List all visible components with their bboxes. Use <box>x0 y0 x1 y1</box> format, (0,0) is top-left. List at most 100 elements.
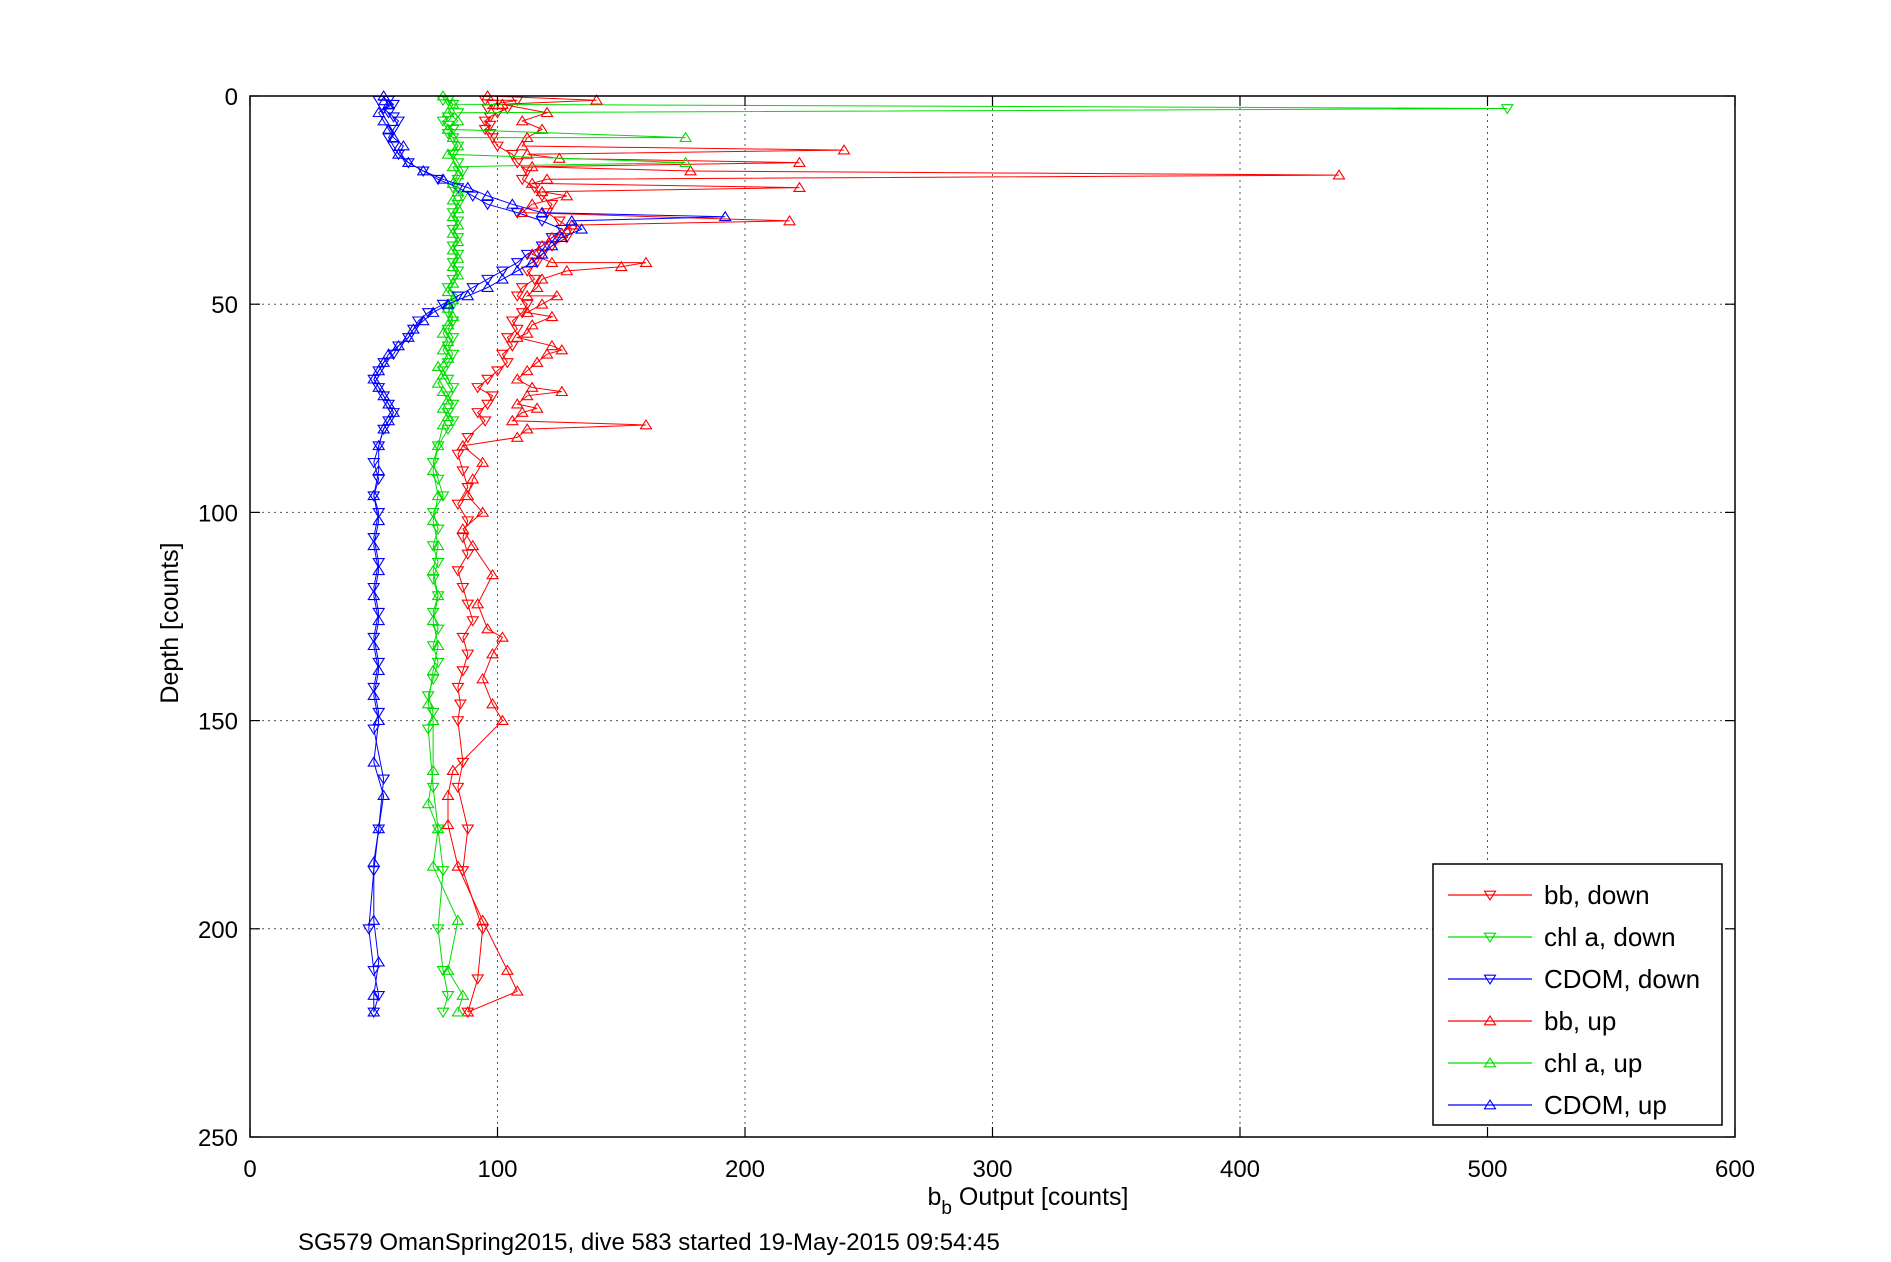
data-point <box>1500 104 1514 115</box>
legend-item: CDOM, down <box>1448 964 1700 994</box>
data-point <box>505 149 519 161</box>
data-point <box>535 206 549 217</box>
data-point <box>426 306 440 317</box>
data-point <box>426 607 440 619</box>
data-point <box>441 818 455 830</box>
data-point <box>555 231 569 242</box>
data-point <box>436 966 450 977</box>
x-tick-label: 300 <box>972 1156 1012 1183</box>
data-point <box>451 219 465 230</box>
data-point <box>436 866 450 877</box>
data-point <box>461 1006 475 1017</box>
data-point <box>535 123 549 134</box>
data-point <box>372 381 386 392</box>
data-point <box>431 557 445 569</box>
y-tick-label: 150 <box>198 709 238 736</box>
data-point <box>436 366 450 377</box>
series-chl-a-up <box>421 90 693 1017</box>
data-point <box>446 333 460 344</box>
data-point <box>525 177 539 188</box>
data-point <box>372 557 386 569</box>
data-point <box>456 439 470 451</box>
data-point <box>456 523 470 534</box>
data-point <box>476 924 490 935</box>
data-point <box>446 258 460 269</box>
data-point <box>535 216 549 227</box>
data-point <box>441 352 455 363</box>
data-point <box>441 298 455 309</box>
data-point <box>387 408 401 419</box>
data-point <box>461 549 475 561</box>
data-point <box>377 774 391 785</box>
data-point <box>446 260 460 272</box>
data-point <box>481 274 495 286</box>
data-point <box>510 158 524 169</box>
data-point <box>446 416 460 427</box>
data-point <box>436 491 450 502</box>
data-point <box>426 714 440 725</box>
data-point <box>560 264 574 276</box>
data-point <box>392 116 405 127</box>
data-point <box>431 639 445 651</box>
data-point <box>792 156 806 168</box>
data-point <box>416 314 430 326</box>
data-point <box>476 506 490 517</box>
data-point <box>525 319 539 330</box>
data-point <box>520 299 534 311</box>
x-tick-label: 100 <box>477 1156 517 1183</box>
data-point <box>372 383 386 394</box>
data-point <box>535 273 549 284</box>
data-point <box>476 456 490 467</box>
data-point <box>382 133 396 144</box>
data-point <box>451 114 465 126</box>
data-point <box>560 189 574 201</box>
data-point <box>372 514 386 526</box>
data-point <box>426 764 440 775</box>
data-point <box>367 374 381 386</box>
data-point <box>510 291 524 302</box>
data-point <box>431 439 445 451</box>
data-point <box>372 564 386 576</box>
data-point <box>461 824 475 835</box>
legend-item: chl a, down <box>1448 922 1676 952</box>
data-point <box>520 423 534 434</box>
data-point <box>426 464 440 476</box>
data-point <box>456 989 470 1000</box>
data-point <box>421 797 435 809</box>
legend-label: bb, down <box>1544 880 1650 910</box>
data-point <box>431 441 445 452</box>
y-tick-label: 200 <box>198 917 238 944</box>
data-point <box>446 177 460 188</box>
data-point <box>481 199 495 211</box>
legend-marker <box>1483 890 1497 901</box>
data-point <box>540 348 554 359</box>
data-point <box>446 399 460 411</box>
data-point <box>426 564 440 576</box>
data-point <box>372 474 386 486</box>
data-point <box>545 239 559 251</box>
data-point <box>382 98 396 109</box>
data-point <box>446 131 460 143</box>
data-point <box>372 364 386 376</box>
legend-label: CDOM, up <box>1544 1090 1667 1120</box>
data-point <box>387 131 401 143</box>
data-point <box>461 433 475 444</box>
data-point <box>401 331 415 342</box>
data-point <box>446 99 460 111</box>
legend-marker <box>1483 1057 1497 1068</box>
data-point <box>453 699 467 710</box>
data-point <box>372 439 386 451</box>
data-point <box>510 985 524 996</box>
data-point <box>426 641 440 652</box>
data-point <box>436 1007 450 1019</box>
data-point <box>505 414 519 426</box>
data-point <box>426 541 440 552</box>
x-axis-label: bb Output [counts] <box>928 1183 1129 1219</box>
data-point <box>372 664 386 676</box>
data-point <box>426 664 440 676</box>
data-point <box>367 582 381 594</box>
data-point <box>1332 169 1346 180</box>
data-point <box>525 256 539 267</box>
data-point <box>436 173 450 184</box>
data-point <box>367 639 381 651</box>
